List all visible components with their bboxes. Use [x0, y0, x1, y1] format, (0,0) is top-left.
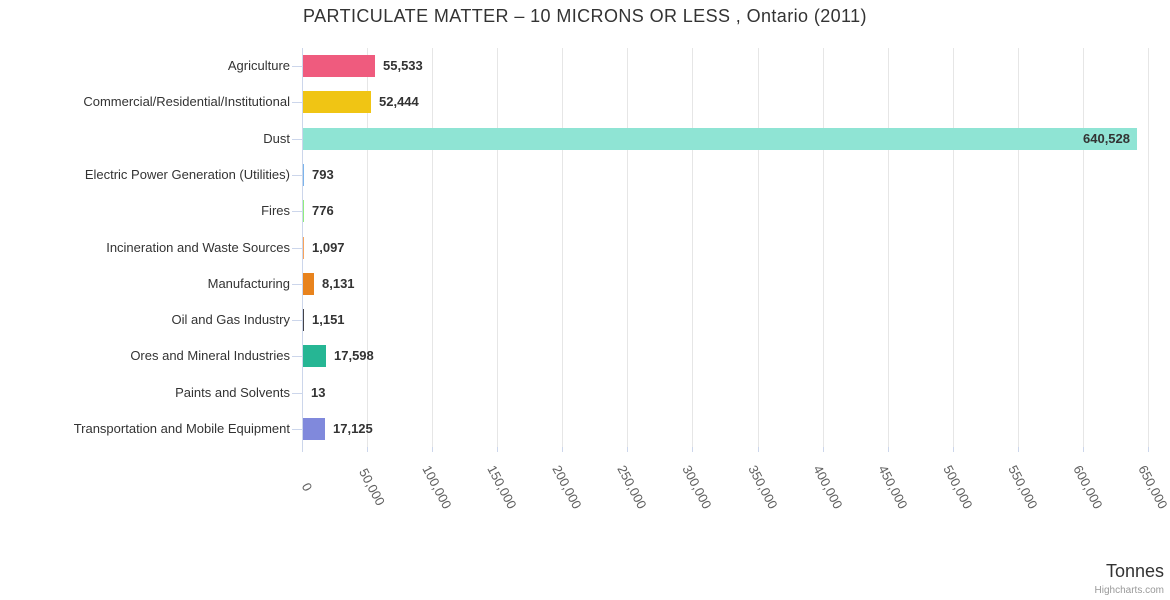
gridline [497, 48, 498, 447]
value-label-agriculture: 55,533 [383, 58, 423, 73]
bar-incineration-and-waste-sources[interactable] [303, 237, 304, 259]
value-label-manufacturing: 8,131 [322, 276, 355, 291]
category-label-dust: Dust [263, 131, 290, 146]
x-axis-tick [953, 447, 954, 452]
value-label-commercial-residential-institutional: 52,444 [379, 94, 419, 109]
bar-oil-and-gas-industry[interactable] [303, 309, 304, 331]
bar-manufacturing[interactable] [303, 273, 314, 295]
x-axis-tick-label: 650,000 [1135, 462, 1170, 512]
category-axis-line [302, 48, 303, 447]
x-axis-tick [627, 447, 628, 452]
value-label-incineration-and-waste-sources: 1,097 [312, 240, 345, 255]
bar-fires[interactable] [303, 200, 304, 222]
plot-area [302, 48, 1149, 447]
x-axis-tick-label: 550,000 [1005, 462, 1041, 512]
category-label-incineration-and-waste-sources: Incineration and Waste Sources [106, 240, 290, 255]
gridline [1018, 48, 1019, 447]
x-axis-tick-label: 400,000 [810, 462, 846, 512]
x-axis-tick [758, 447, 759, 452]
x-axis-tick [497, 447, 498, 452]
x-axis-tick [562, 447, 563, 452]
category-tick [292, 102, 302, 103]
x-axis-tick [1018, 447, 1019, 452]
gridline [627, 48, 628, 447]
x-axis-tick-label: 450,000 [875, 462, 911, 512]
category-label-paints-and-solvents: Paints and Solvents [175, 385, 290, 400]
category-tick [292, 66, 302, 67]
x-axis-tick [823, 447, 824, 452]
gridline [823, 48, 824, 447]
bar-dust[interactable] [303, 128, 1137, 150]
category-tick [292, 248, 302, 249]
x-axis-tick [1083, 447, 1084, 452]
bar-agriculture[interactable] [303, 55, 375, 77]
x-axis-tick-label: 100,000 [419, 462, 455, 512]
category-label-transportation-and-mobile-equipment: Transportation and Mobile Equipment [73, 421, 290, 436]
category-tick [292, 175, 302, 176]
x-axis-tick [432, 447, 433, 452]
category-tick [292, 320, 302, 321]
x-axis-tick-label: 250,000 [614, 462, 650, 512]
x-axis-tick-label: 200,000 [549, 462, 585, 512]
category-tick [292, 356, 302, 357]
category-tick [292, 429, 302, 430]
bar-commercial-residential-institutional[interactable] [303, 91, 371, 113]
x-axis-tick-label: 0 [298, 480, 316, 494]
x-axis-tick-label: 350,000 [745, 462, 781, 512]
gridline [1148, 48, 1149, 447]
chart-title: PARTICULATE MATTER – 10 MICRONS OR LESS … [303, 6, 867, 26]
x-axis-tick-label: 300,000 [679, 462, 715, 512]
value-label-ores-and-mineral-industries: 17,598 [334, 348, 374, 363]
category-label-electric-power-generation-utilities: Electric Power Generation (Utilities) [84, 167, 290, 182]
gridline [758, 48, 759, 447]
value-label-paints-and-solvents: 13 [311, 385, 326, 400]
category-label-manufacturing: Manufacturing [207, 276, 290, 291]
category-label-commercial-residential-institutional: Commercial/Residential/Institutional [83, 94, 290, 109]
x-axis-tick-label: 50,000 [356, 465, 388, 509]
x-axis-tick [692, 447, 693, 452]
gridline [953, 48, 954, 447]
value-label-transportation-and-mobile-equipment: 17,125 [333, 421, 373, 436]
category-label-ores-and-mineral-industries: Ores and Mineral Industries [130, 348, 290, 363]
gridline [692, 48, 693, 447]
x-axis-tick [367, 447, 368, 452]
x-axis-tick [1148, 447, 1149, 452]
bar-ores-and-mineral-industries[interactable] [303, 345, 326, 367]
category-label-fires: Fires [261, 203, 290, 218]
category-label-oil-and-gas-industry: Oil and Gas Industry [171, 312, 291, 327]
gridline [367, 48, 368, 447]
gridline [888, 48, 889, 447]
value-label-oil-and-gas-industry: 1,151 [312, 312, 345, 327]
category-label-agriculture: Agriculture [227, 58, 290, 73]
bar-transportation-and-mobile-equipment[interactable] [303, 418, 325, 440]
gridline [432, 48, 433, 447]
gridline [562, 48, 563, 447]
gridline [1083, 48, 1084, 447]
category-tick [292, 211, 302, 212]
x-axis-tick-label: 600,000 [1070, 462, 1106, 512]
x-axis-tick [302, 447, 303, 452]
category-tick [292, 284, 302, 285]
value-label-electric-power-generation-utilities: 793 [312, 167, 334, 182]
bar-electric-power-generation-utilities[interactable] [303, 164, 304, 186]
x-axis-tick-label: 500,000 [940, 462, 976, 512]
highcharts-credits-link[interactable]: Highcharts.com [1094, 585, 1164, 596]
category-tick [292, 139, 302, 140]
value-label-fires: 776 [312, 203, 334, 218]
x-axis-title: Tonnes [1105, 561, 1164, 581]
x-axis-tick [888, 447, 889, 452]
value-label-dust: 640,528 [1083, 131, 1130, 146]
category-tick [292, 393, 302, 394]
x-axis-tick-label: 150,000 [484, 462, 520, 512]
